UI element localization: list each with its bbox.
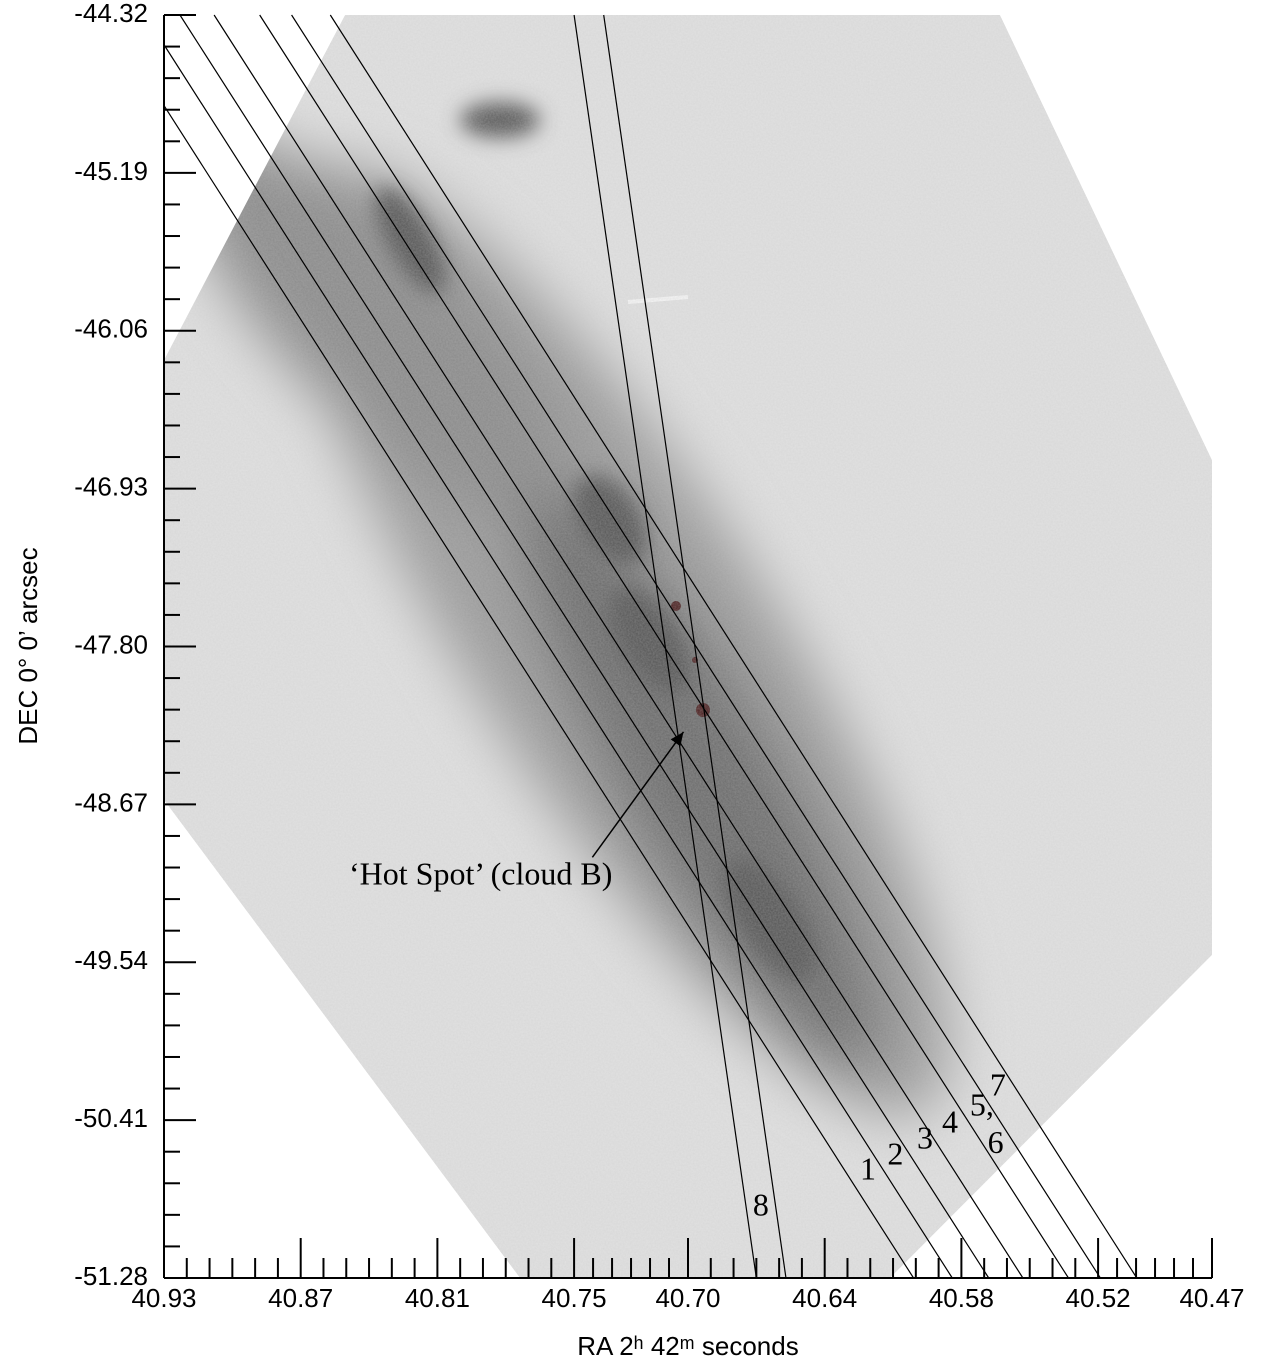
slit-label: 4 [942,1103,958,1139]
annotation-arrow [591,731,685,858]
slit-edge [213,14,1024,1279]
y-tick-label: -50.41 [74,1103,148,1133]
y-tick-label: -45.19 [74,156,148,186]
slit-edge [163,44,953,1279]
x-tick-label: 40.87 [268,1283,333,1313]
y-axis-label: DEC 0° 0’ arcsec [13,547,43,744]
slit-edge [603,14,787,1279]
slit-edge [573,14,757,1279]
slit-edge [329,14,1138,1279]
x-tick-label: 40.58 [929,1283,994,1313]
y-tick-label: -47.80 [74,629,148,659]
x-tick-label: 40.75 [542,1283,607,1313]
y-tick-label: -46.93 [74,472,148,502]
slit-label: 6 [988,1124,1004,1160]
slit-edge [179,14,990,1279]
x-tick-label: 40.70 [655,1283,720,1313]
y-tick-label: -51.28 [74,1261,148,1291]
y-tick-label: -49.54 [74,945,148,975]
slit-label: 7 [990,1066,1006,1102]
slit-edge [291,14,1101,1279]
slit-edge [259,14,1069,1279]
slit-edge [163,105,915,1279]
x-tick-label: 40.93 [131,1283,196,1313]
x-tick-label: 40.47 [1179,1283,1244,1313]
slit-label: 3 [917,1119,933,1155]
x-tick-label: 40.81 [405,1283,470,1313]
y-tick-label: -48.67 [74,787,148,817]
slit-label: 1 [860,1150,876,1186]
y-tick-label: -46.06 [74,314,148,344]
annotation: ‘Hot Spot’ (cloud B) [349,855,612,891]
x-tick-label: 40.52 [1066,1283,1131,1313]
slit-label: 8 [753,1186,769,1222]
slit-label: 5, [970,1086,994,1122]
x-axis-label: RA 2ʰ 42ᵐ seconds [577,1331,798,1361]
x-tick-label: 40.64 [792,1283,857,1313]
galaxy-image [164,15,1212,1278]
slit-label: 2 [887,1135,903,1171]
y-tick-label: -44.32 [74,0,148,28]
